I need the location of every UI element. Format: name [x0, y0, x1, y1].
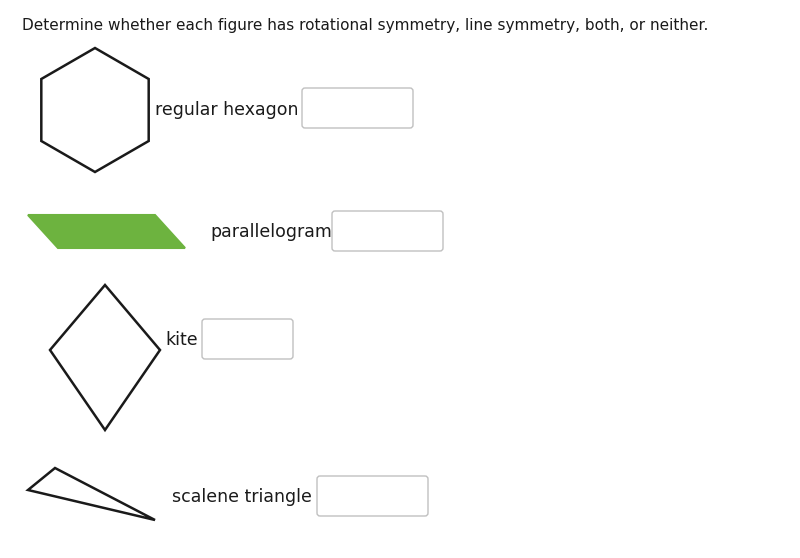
Text: regular hexagon: regular hexagon: [155, 101, 298, 119]
FancyBboxPatch shape: [202, 319, 293, 359]
Text: scalene triangle: scalene triangle: [172, 488, 312, 506]
Text: parallelogram: parallelogram: [210, 223, 332, 241]
FancyBboxPatch shape: [332, 211, 443, 251]
FancyBboxPatch shape: [317, 476, 428, 516]
FancyBboxPatch shape: [302, 88, 413, 128]
Text: Determine whether each figure has rotational symmetry, line symmetry, both, or n: Determine whether each figure has rotati…: [22, 18, 708, 33]
Polygon shape: [28, 215, 185, 248]
Text: kite: kite: [165, 331, 198, 349]
Polygon shape: [50, 285, 160, 430]
Polygon shape: [28, 468, 155, 520]
